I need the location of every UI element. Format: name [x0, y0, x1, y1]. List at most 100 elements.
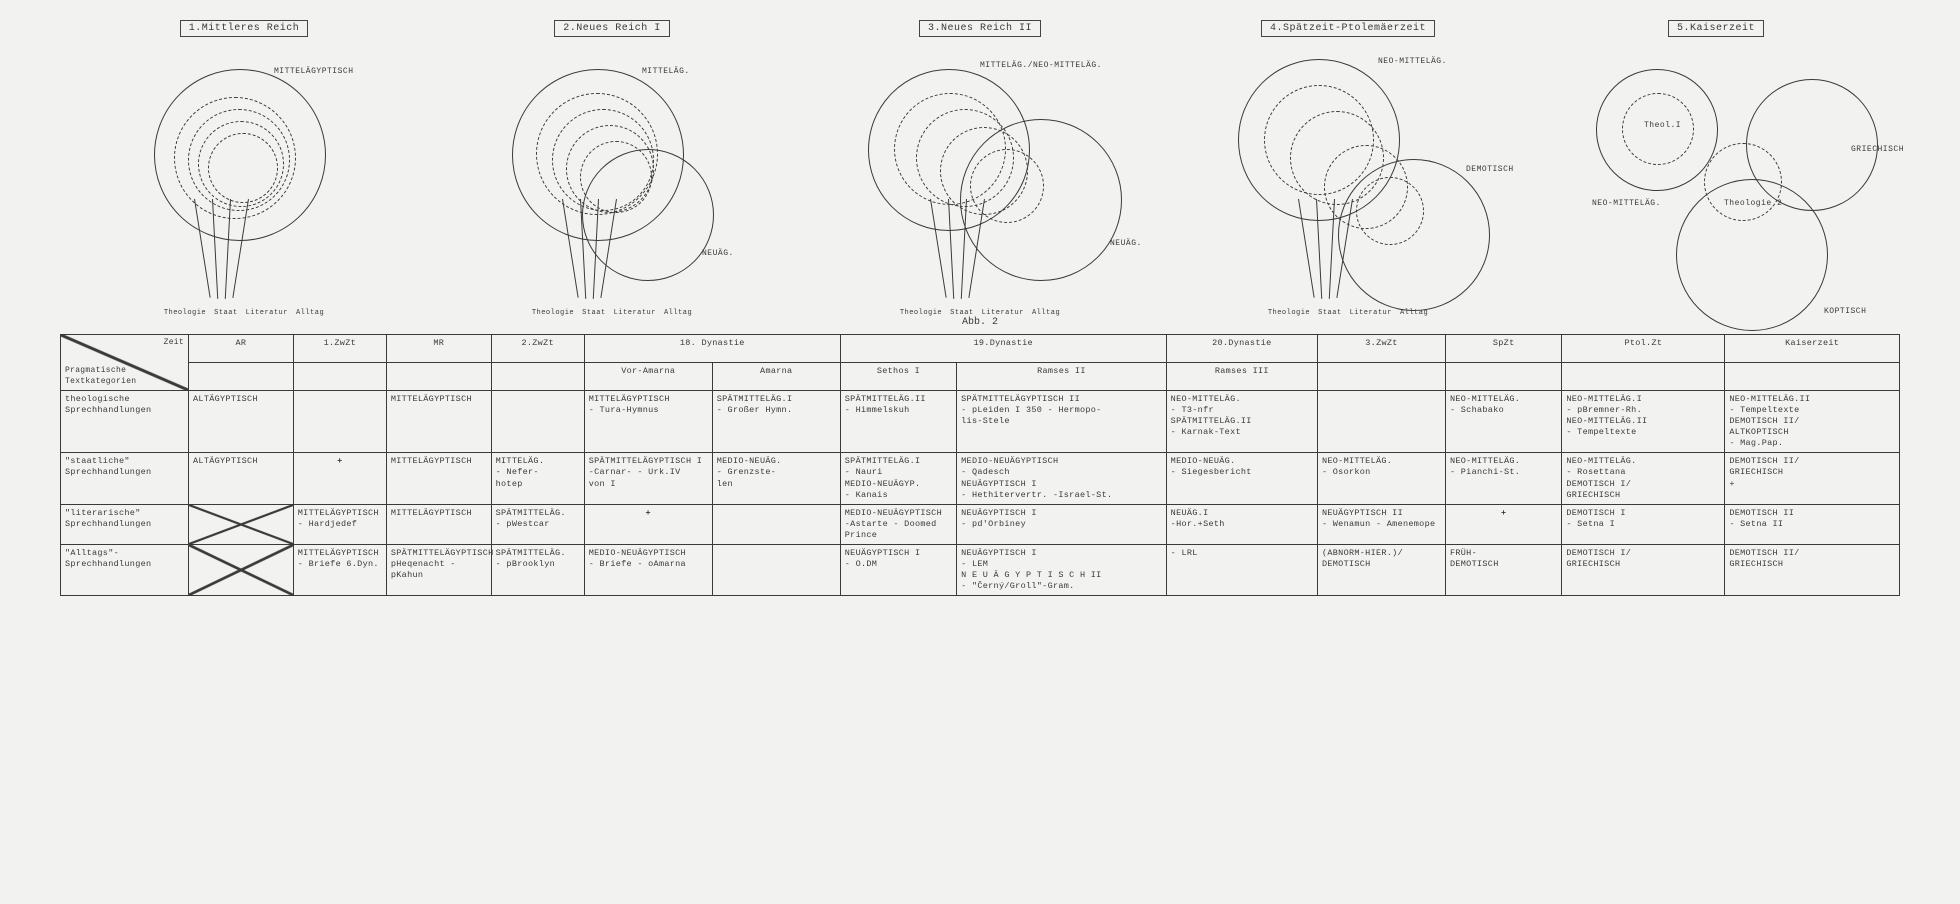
table-cell: MITTELÄG. - Nefer- hotep	[491, 453, 584, 504]
panel-legend: TheologieStaatLiteraturAlltag	[124, 309, 364, 317]
table-cell: MITTELÄGYPTISCH - Briefe 6.Dyn.	[293, 544, 386, 595]
table-cell: MEDIO-NEUÄGYPTISCH - Briefe - oAmarna	[584, 544, 712, 595]
period-header: 3.ZwZt	[1317, 335, 1445, 363]
row-header: "Alltags"- Sprechhandlungen	[61, 544, 189, 595]
subperiod-header	[189, 363, 294, 391]
table-cell: - LRL	[1166, 544, 1317, 595]
legend-item: Staat	[214, 309, 238, 317]
table-wrap: ZeitPragmatische TextkategorienAR1.ZwZtM…	[60, 334, 1900, 596]
legend-item: Alltag	[296, 309, 324, 317]
legend-item: Literatur	[1350, 309, 1392, 317]
table-cell: NEO-MITTELÄG. - Rosettana DEMOTISCH I/ G…	[1562, 453, 1725, 504]
panel-legend: TheologieStaatLiteraturAlltag	[1228, 309, 1468, 317]
panel-p4: 4.Spätzeit-Ptolemäerzeit TheologieStaatLi…	[1228, 20, 1468, 309]
panel-p2: 2.Neues Reich ITheologieStaatLiteraturAl…	[492, 20, 732, 309]
dash-circle	[208, 133, 278, 203]
table-cell: +	[1445, 504, 1561, 544]
table-cell	[189, 544, 294, 595]
venn-diagram: TheologieStaatLiteraturAlltagMITTELÄG./N…	[860, 49, 1100, 309]
table-cell: ALTÄGYPTISCH	[189, 453, 294, 504]
subperiod-header	[1562, 363, 1725, 391]
legend-item: Alltag	[1032, 309, 1060, 317]
circle-label: DEMOTISCH	[1466, 165, 1514, 174]
legend-item: Theologie	[900, 309, 942, 317]
subperiod-header	[386, 363, 491, 391]
table-cell: SPÄTMITTELÄG.I - Nauri MEDIO-NEUÄGYP. - …	[840, 453, 956, 504]
table-cell: MEDIO-NEUÄG. - Siegesbericht	[1166, 453, 1317, 504]
panel-legend: TheologieStaatLiteraturAlltag	[492, 309, 732, 317]
table-cell: MEDIO-NEUÄGYPTISCH -Astarte - Doomed Pri…	[840, 504, 956, 544]
circle-label: Theologie 2	[1724, 199, 1782, 208]
dash-circle	[1704, 143, 1782, 221]
subperiod-header	[1445, 363, 1561, 391]
period-header: Ptol.Zt	[1562, 335, 1725, 363]
circle-label: MITTELÄG./NEO-MITTELÄG.	[980, 61, 1102, 70]
table-cell: SPÄTMITTELÄG. - pWestcar	[491, 504, 584, 544]
panel-legend: TheologieStaatLiteraturAlltag	[860, 309, 1100, 317]
row-header: "literarische" Sprechhandlungen	[61, 504, 189, 544]
period-header: 1.ZwZt	[293, 335, 386, 363]
period-header: SpZt	[1445, 335, 1561, 363]
timeline-table: ZeitPragmatische TextkategorienAR1.ZwZtM…	[60, 334, 1900, 596]
table-cell: NEUÄG.I -Hor.+Seth	[1166, 504, 1317, 544]
table-cell: DEMOTISCH I/ GRIECHISCH	[1562, 544, 1725, 595]
period-header: 18. Dynastie	[584, 335, 840, 363]
table-cell: (ABNORM-HIER.)/ DEMOTISCH	[1317, 544, 1445, 595]
circle-label: MITTELÄGYPTISCH	[274, 67, 354, 76]
table-cell: NEO-MITTELÄG.II - Tempeltexte DEMOTISCH …	[1725, 391, 1900, 453]
legend-item: Literatur	[246, 309, 288, 317]
row-header: theologische Sprechhandlungen	[61, 391, 189, 453]
dash-circle	[1356, 177, 1424, 245]
table-cell: DEMOTISCH II/ GRIECHISCH +	[1725, 453, 1900, 504]
table-cell: MITTELÄGYPTISCH	[386, 504, 491, 544]
subperiod-header: Amarna	[712, 363, 840, 391]
panel-title: 4.Spätzeit-Ptolemäerzeit	[1261, 20, 1435, 37]
table-cell	[1317, 391, 1445, 453]
table-cell: MITTELÄGYPTISCH	[386, 391, 491, 453]
panel-title: 3.Neues Reich II	[919, 20, 1041, 37]
table-cell: SPÄTMITTELÄGYPTISCH pHeqenacht - pKahun	[386, 544, 491, 595]
table-cell: NEUÄGYPTISCH I - LEM N E U Ä G Y P T I S…	[957, 544, 1167, 595]
table-cell: MEDIO-NEUÄGYPTISCH - Qadesch NEUÄGYPTISC…	[957, 453, 1167, 504]
venn-diagram: TheologieStaatLiteraturAlltagMITTELÄGYPT…	[124, 49, 364, 309]
period-header: 2.ZwZt	[491, 335, 584, 363]
legend-item: Staat	[582, 309, 606, 317]
panels-row: 1.Mittleres ReichTheologieStaatLiteratur…	[0, 0, 1960, 309]
page: 1.Mittleres ReichTheologieStaatLiteratur…	[0, 0, 1960, 904]
table-cell: +	[584, 504, 712, 544]
legend-item: Theologie	[532, 309, 574, 317]
table-cell: SPÄTMITTELÄG. - pBrooklyn	[491, 544, 584, 595]
venn-diagram: Theol.IGRIECHISCHNEO-MITTELÄG.Theologie …	[1596, 49, 1836, 309]
table-cell: DEMOTISCH II/ GRIECHISCH	[1725, 544, 1900, 595]
subperiod-header	[491, 363, 584, 391]
subperiod-header: Ramses II	[957, 363, 1167, 391]
table-cell: SPÄTMITTELÄGYPTISCH I -Carnar- - Urk.IV …	[584, 453, 712, 504]
subperiod-header: Sethos I	[840, 363, 956, 391]
table-cell: NEUÄGYPTISCH I - O.DM	[840, 544, 956, 595]
panel-p1: 1.Mittleres ReichTheologieStaatLiteratur…	[124, 20, 364, 309]
legend-item: Alltag	[1400, 309, 1428, 317]
circle-label: NEO-MITTELÄG.	[1378, 57, 1447, 66]
subperiod-header	[293, 363, 386, 391]
table-cell: MITTELÄGYPTISCH	[386, 453, 491, 504]
legend-item: Alltag	[664, 309, 692, 317]
table-cell: DEMOTISCH I - Setna I	[1562, 504, 1725, 544]
table-cell: +	[293, 453, 386, 504]
venn-diagram: TheologieStaatLiteraturAlltagNEO-MITTELÄ…	[1228, 49, 1468, 309]
table-cell	[712, 504, 840, 544]
table-cell: NEO-MITTELÄG. - Osorkon	[1317, 453, 1445, 504]
circle-label: KOPTISCH	[1824, 307, 1866, 316]
period-header: 20.Dynastie	[1166, 335, 1317, 363]
row-header: "staatliche" Sprechhandlungen	[61, 453, 189, 504]
circle-label: GRIECHISCH	[1851, 145, 1904, 154]
subperiod-header: Ramses III	[1166, 363, 1317, 391]
table-cell: FRÜH- DEMOTISCH	[1445, 544, 1561, 595]
table-cell: NEO-MITTELÄG.I - pBremner-Rh. NEO-MITTEL…	[1562, 391, 1725, 453]
figure-label: Abb. 2	[0, 317, 1960, 328]
table-cell	[189, 504, 294, 544]
subperiod-header	[1725, 363, 1900, 391]
table-cell: MEDIO-NEUÄG. - Grenzste- len	[712, 453, 840, 504]
subperiod-header: Vor-Amarna	[584, 363, 712, 391]
corner-cell: ZeitPragmatische Textkategorien	[61, 335, 189, 391]
table-cell: MITTELÄGYPTISCH - Tura-Hymnus	[584, 391, 712, 453]
